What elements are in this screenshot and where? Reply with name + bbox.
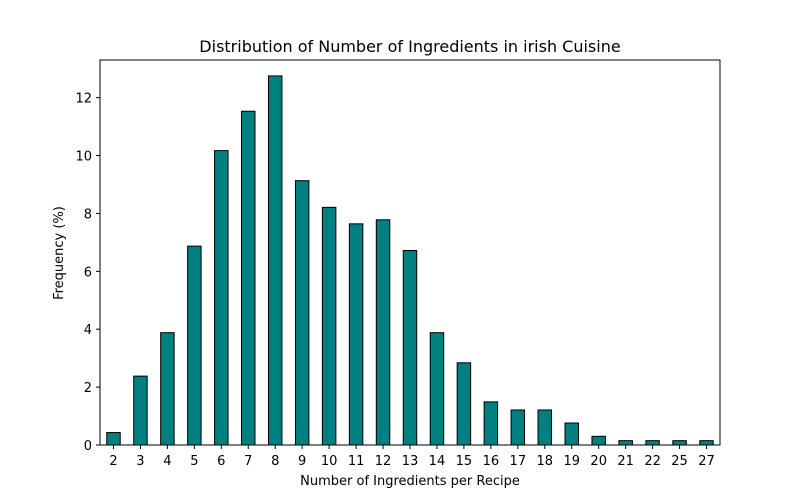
y-tick-label: 6	[84, 265, 92, 280]
x-tick-label: 14	[429, 454, 446, 469]
y-tick-label: 4	[84, 323, 92, 338]
x-tick-label: 7	[244, 454, 252, 469]
bar-22	[645, 440, 660, 446]
bar-6	[214, 150, 229, 446]
x-tick-label: 27	[698, 454, 715, 469]
bar-17	[510, 409, 526, 446]
x-tick-label: 20	[590, 454, 607, 469]
bar-8	[267, 75, 283, 446]
bar-2	[106, 432, 121, 446]
plot-frame	[99, 59, 721, 446]
x-tick-label: 19	[563, 454, 580, 469]
x-tick-label: 11	[348, 454, 365, 469]
bar-11	[348, 223, 364, 446]
bar-15	[456, 362, 472, 446]
bar-20	[591, 435, 606, 446]
x-tick-label: 2	[109, 454, 117, 469]
y-tick-label: 0	[84, 439, 92, 454]
x-tick-label: 17	[510, 454, 527, 469]
x-tick-label: 10	[321, 454, 338, 469]
bar-3	[133, 375, 148, 446]
x-tick-label: 9	[298, 454, 306, 469]
x-tick-label: 18	[537, 454, 554, 469]
x-axis-label: Number of Ingredients per Recipe	[300, 474, 520, 489]
bar-5	[187, 245, 202, 446]
bar-12	[375, 219, 391, 446]
bar-7	[241, 110, 256, 446]
x-tick-label: 5	[190, 454, 198, 469]
x-tick-label: 15	[456, 454, 473, 469]
plot-area: 0 2 4 6 8 10 12 2 3 4 5 6 7 8 9 10 11 12 13 14 15 16 17 18 19 20 2…	[75, 59, 721, 469]
bar-18	[537, 409, 553, 446]
y-tick-label: 2	[84, 381, 92, 396]
y-tick-label: 12	[75, 92, 92, 107]
x-tick-label: 25	[671, 454, 688, 469]
y-axis-label: Frequency (%)	[52, 206, 67, 300]
x-tick-label: 8	[271, 454, 279, 469]
bar-21	[618, 440, 633, 446]
bar-13	[402, 249, 418, 446]
bar-16	[483, 401, 499, 446]
x-tick-label: 16	[483, 454, 500, 469]
x-tick-label: 4	[163, 454, 171, 469]
chart-title: Distribution of Number of Ingredients in…	[199, 37, 620, 56]
bar-19	[564, 422, 579, 446]
x-tick-label: 6	[217, 454, 225, 469]
x-tick-label: 22	[644, 454, 661, 469]
x-tick-label: 3	[136, 454, 144, 469]
bar-9	[294, 180, 310, 446]
bar-27	[699, 440, 714, 446]
x-tick-label: 12	[375, 454, 392, 469]
x-tick-label: 21	[617, 454, 634, 469]
y-tick-label: 8	[84, 207, 92, 222]
bar-14	[429, 332, 445, 446]
y-tick-label: 10	[75, 150, 92, 165]
bar-10	[321, 206, 337, 446]
bar-25	[672, 440, 687, 446]
bar-4	[160, 332, 175, 446]
x-tick-label: 13	[402, 454, 419, 469]
